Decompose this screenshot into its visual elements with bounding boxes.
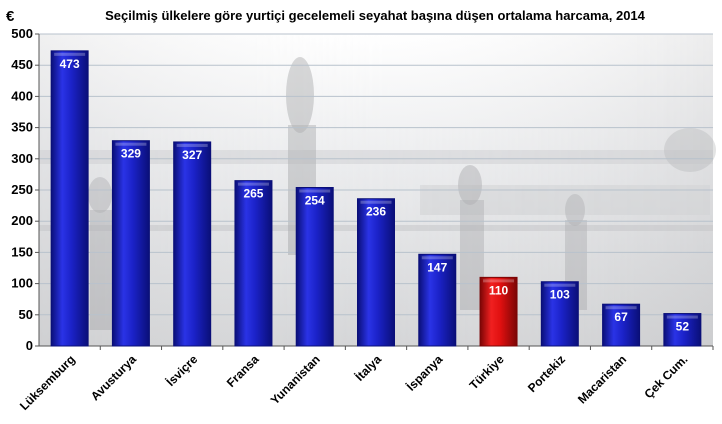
bar-top-shine: [299, 189, 331, 193]
bar-value-label: 265: [243, 187, 263, 201]
y-tick-label: 450: [11, 57, 33, 72]
bar-top-shine: [421, 256, 453, 260]
y-tick-label: 100: [11, 276, 33, 291]
bar-value-label: 147: [427, 260, 447, 274]
bar: [111, 140, 150, 347]
bar-value-label: 473: [60, 57, 80, 71]
bar-value-label: 110: [489, 283, 509, 297]
y-tick-label: 400: [11, 88, 33, 103]
category-label: Türkiye: [467, 352, 507, 392]
bar: [540, 281, 579, 347]
y-tick-label: 350: [11, 120, 33, 135]
category-label: Macaristan: [575, 352, 629, 406]
bar-top-shine: [483, 279, 515, 283]
bar: [50, 50, 89, 347]
bar-value-label: 67: [614, 310, 628, 324]
bar: [602, 303, 641, 347]
category-label: Portekiz: [525, 352, 568, 395]
bar-5: 236: [357, 198, 395, 347]
bars: 473 329 327 265 254 236 147 110 103 67 52: [50, 50, 702, 347]
bar: [418, 253, 457, 347]
bar-7: 110: [479, 276, 518, 347]
bar-0: 473: [50, 50, 89, 347]
y-tick-label: 300: [11, 151, 33, 166]
bar-value-label: 327: [182, 148, 202, 162]
bar-10: 52: [663, 313, 702, 347]
category-label: Lüksemburg: [17, 352, 78, 413]
bar: [357, 198, 395, 347]
bar-top-shine: [237, 182, 269, 186]
bar-top-shine: [605, 306, 637, 310]
category-label: İspanya: [403, 351, 445, 393]
bar: [663, 313, 702, 347]
y-axis-unit: €: [6, 8, 15, 25]
bar-2: 327: [173, 141, 212, 347]
bar-top-shine: [176, 143, 208, 147]
y-tick-label: 0: [26, 338, 33, 353]
bar: [234, 180, 273, 347]
category-label: Fransa: [224, 352, 262, 390]
bar-value-label: 52: [676, 320, 690, 334]
y-tick-label: 500: [11, 26, 33, 41]
category-label: İsviçre: [163, 351, 201, 389]
bar-highlight: [479, 276, 518, 347]
y-tick-labels: 0 50 100 150 200 250 300 350 400 450 500: [11, 26, 39, 353]
bar: [173, 141, 212, 347]
y-tick-label: 50: [19, 307, 33, 322]
y-tick-label: 200: [11, 213, 33, 228]
bar-9: 67: [602, 303, 641, 347]
bar-6: 147: [418, 253, 457, 347]
bar-top-shine: [115, 142, 147, 146]
category-labels: Lüksemburg Avusturya İsviçre Fransa Yunanist…: [17, 346, 714, 413]
bar-1: 329: [111, 140, 150, 347]
bar-top-shine: [544, 283, 576, 287]
category-label: Çek Cum.: [641, 352, 690, 401]
y-tick-label: 250: [11, 182, 33, 197]
bar-8: 103: [540, 281, 579, 347]
category-label: Yunanistan: [268, 352, 323, 407]
bar-top-shine: [666, 315, 698, 319]
bar-value-label: 236: [366, 205, 386, 219]
bar-value-label: 254: [305, 194, 325, 208]
bar: [295, 187, 334, 347]
category-label: İtalya: [352, 351, 385, 384]
y-tick-label: 150: [11, 244, 33, 259]
bar-top-shine: [360, 200, 392, 204]
bar-top-shine: [54, 52, 86, 56]
bar-4: 254: [295, 187, 334, 347]
chart-title: Seçilmiş ülkelere göre yurtiçi gecelemel…: [105, 8, 646, 23]
bar-value-label: 329: [121, 147, 141, 161]
category-label: Avusturya: [88, 352, 139, 403]
bar-value-label: 103: [550, 288, 570, 302]
bar-3: 265: [234, 180, 273, 347]
